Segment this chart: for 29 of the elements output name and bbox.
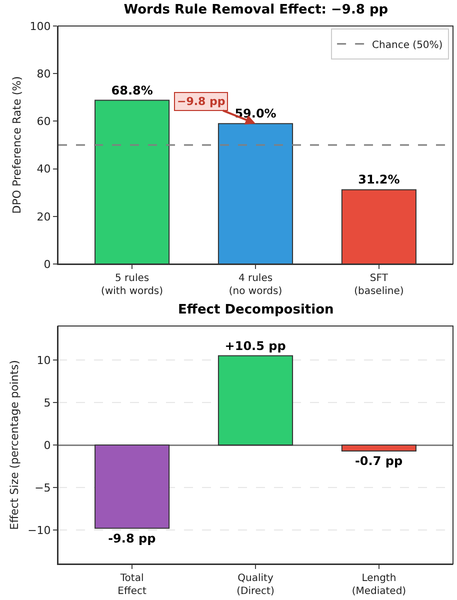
x-tick-label: Total Effect xyxy=(118,573,147,597)
x-tick-label: 5 rules (with words) xyxy=(101,273,164,297)
y-tick-label: 60 xyxy=(36,115,51,128)
x-tick-label: Length (Mediated) xyxy=(352,573,406,597)
y-tick-label: 5 xyxy=(44,396,51,410)
data-label: -0.7 pp xyxy=(354,454,403,468)
x-tick-label: SFT (baseline) xyxy=(354,273,404,297)
y-tick-label: 0 xyxy=(44,438,51,452)
x-tick-label: 4 rules (no words) xyxy=(228,273,282,297)
data-label: 31.2% xyxy=(358,172,400,187)
y-axis-title: DPO Preference Rate (%) xyxy=(10,76,24,214)
legend-label: Chance (50%) xyxy=(372,40,443,51)
y-axis-title: Effect Size (percentage points) xyxy=(8,360,22,530)
y-tick-label: 20 xyxy=(36,210,51,224)
y-tick-label: −5 xyxy=(34,481,51,494)
data-label: -9.8 pp xyxy=(108,531,156,546)
y-tick-label: 10 xyxy=(36,354,51,367)
y-tick-label: 0 xyxy=(44,258,51,271)
chart-title: Effect Decomposition xyxy=(178,302,334,318)
x-tick-label: Quality (Direct) xyxy=(236,573,274,597)
y-tick-label: −10 xyxy=(28,524,51,537)
y-tick-label: 40 xyxy=(36,162,51,176)
y-tick-label: 100 xyxy=(30,20,51,33)
data-label: +10.5 pp xyxy=(224,338,286,353)
data-label: 68.8% xyxy=(111,83,153,98)
chart-title: Words Rule Removal Effect: −9.8 pp xyxy=(124,2,388,18)
data-label: 59.0% xyxy=(234,106,276,121)
y-tick-label: 80 xyxy=(36,67,51,80)
annotation: −9.8 pp xyxy=(177,95,226,108)
